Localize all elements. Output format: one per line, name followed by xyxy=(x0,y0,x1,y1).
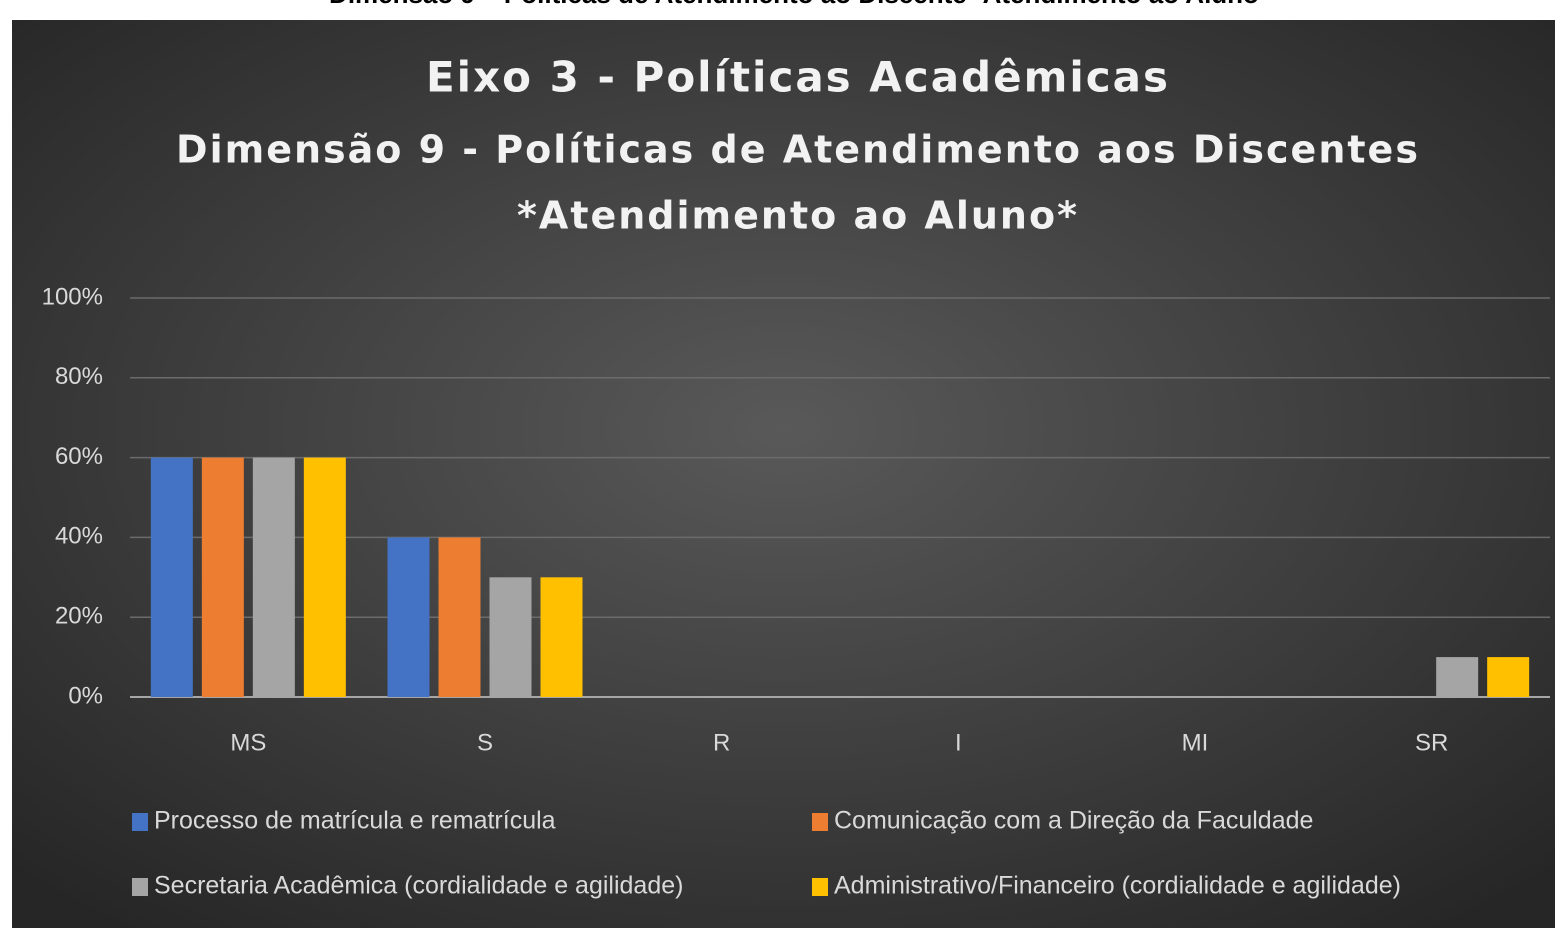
bar xyxy=(201,457,244,697)
legend-label: Administrativo/Financeiro (cordialidade … xyxy=(834,872,1401,900)
legend-label: Comunicação com a Direção da Faculdade xyxy=(834,807,1313,835)
chart-subtitle: Dimensão 9 - Políticas de Atendimento ao… xyxy=(176,128,1420,172)
legend-swatch xyxy=(812,878,828,896)
y-tick-label: 60% xyxy=(55,443,103,470)
legend-swatch xyxy=(132,878,148,896)
x-tick-label: I xyxy=(955,729,962,756)
chart-title: Eixo 3 - Políticas Acadêmicas xyxy=(426,53,1170,102)
bar xyxy=(489,577,532,697)
y-tick-label: 0% xyxy=(68,682,103,709)
y-tick-label: 20% xyxy=(55,603,103,630)
x-tick-label: S xyxy=(477,729,493,756)
legend-swatch xyxy=(812,813,828,831)
y-tick-label: 100% xyxy=(42,283,103,310)
y-tick-label: 40% xyxy=(55,523,103,550)
x-tick-label: MS xyxy=(230,729,266,756)
legend-label: Secretaria Acadêmica (cordialidade e agi… xyxy=(154,872,683,900)
bar xyxy=(1487,657,1530,697)
y-tick-label: 80% xyxy=(55,363,103,390)
bar xyxy=(387,537,430,697)
legend-label: Processo de matrícula e rematrícula xyxy=(154,807,556,835)
bar xyxy=(438,537,481,697)
x-tick-label: SR xyxy=(1415,729,1448,756)
x-tick-label: R xyxy=(713,729,730,756)
bar xyxy=(150,457,193,697)
bar xyxy=(540,577,583,697)
x-tick-label: MI xyxy=(1182,729,1209,756)
legend-swatch xyxy=(132,813,148,831)
bar xyxy=(303,457,346,697)
bar xyxy=(252,457,295,697)
chart-subtitle: *Atendimento ao Aluno* xyxy=(517,194,1079,238)
bar xyxy=(1436,657,1479,697)
caption: Dimensão 9 – Políticas de Atendimento ao… xyxy=(329,0,1259,9)
